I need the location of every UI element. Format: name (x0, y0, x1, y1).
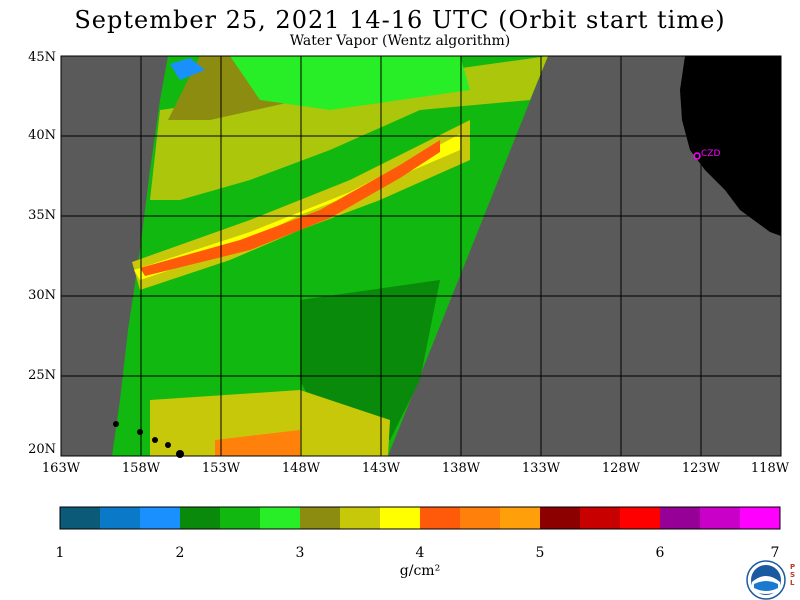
lat-label: 20N (28, 442, 56, 457)
colorbar-swatch (380, 507, 421, 529)
colorbar-swatch (740, 507, 781, 529)
lon-label: 143W (361, 461, 401, 476)
lon-label: 133W (521, 461, 561, 476)
lon-label: 128W (601, 461, 641, 476)
colorbar-swatch (260, 507, 301, 529)
colorbar-swatch (500, 507, 541, 529)
colorbar-swatch (140, 507, 181, 529)
station-label: CZD (701, 149, 720, 159)
lon-label: 123W (681, 461, 721, 476)
swath-yellow-south (150, 390, 390, 456)
lon-label: 138W (441, 461, 481, 476)
colorbar-swatch (460, 507, 501, 529)
swath-bright-green-north (230, 56, 470, 110)
colorbar-swatch (420, 507, 461, 529)
colorbar-swatch (340, 507, 381, 529)
colorbar-swatch (300, 507, 341, 529)
colorbar-unit: g/cm² (399, 563, 441, 579)
colorbar-swatch (540, 507, 581, 529)
noaa-logo (746, 560, 786, 600)
swath-moisture-band-inner (134, 134, 460, 280)
lon-label: 163W (41, 461, 81, 476)
colorbar-tick: 2 (175, 545, 185, 561)
land-california (680, 56, 781, 236)
colorbar-tick: 1 (55, 545, 65, 561)
colorbar-swatch (580, 507, 621, 529)
colorbar-tick: 6 (655, 545, 665, 561)
lat-label: 45N (28, 50, 56, 65)
swath-moisture-band-core (140, 140, 440, 276)
lon-label: 148W (281, 461, 321, 476)
colorbar-tick: 3 (295, 545, 305, 561)
colorbar-swatch (620, 507, 661, 529)
swath-orange-south (215, 430, 300, 456)
chart-subtitle: Water Vapor (Wentz algorithm) (289, 33, 511, 49)
chart-title: September 25, 2021 14-16 UTC (Orbit star… (74, 6, 726, 34)
colorbar-tick: 4 (415, 545, 425, 561)
island (137, 429, 143, 435)
swath-dark-green-south (300, 280, 440, 440)
lat-label: 40N (28, 128, 56, 143)
lon-label: 118W (750, 461, 790, 476)
island (152, 437, 158, 443)
station-marker (693, 152, 701, 160)
colorbar-swatch (660, 507, 701, 529)
grid-lines (61, 56, 781, 456)
lat-label: 30N (28, 288, 56, 303)
lon-label: 153W (201, 461, 241, 476)
colorbar-tick: 7 (770, 545, 780, 561)
island (113, 421, 119, 427)
lon-label: 158W (121, 461, 161, 476)
lat-label: 35N (28, 208, 56, 223)
colorbar-frame (59, 506, 781, 530)
map-frame (60, 55, 782, 457)
island (176, 450, 184, 458)
colorbar-swatch (100, 507, 141, 529)
colorbar-swatch (60, 507, 101, 529)
colorbar (60, 507, 781, 529)
colorbar-tick: 5 (535, 545, 545, 561)
colorbar-swatch (220, 507, 261, 529)
colorbar-swatch (700, 507, 741, 529)
island (165, 442, 171, 448)
colorbar-swatch (180, 507, 221, 529)
swath-blue-northwest (170, 58, 205, 80)
lat-label: 25N (28, 368, 56, 383)
